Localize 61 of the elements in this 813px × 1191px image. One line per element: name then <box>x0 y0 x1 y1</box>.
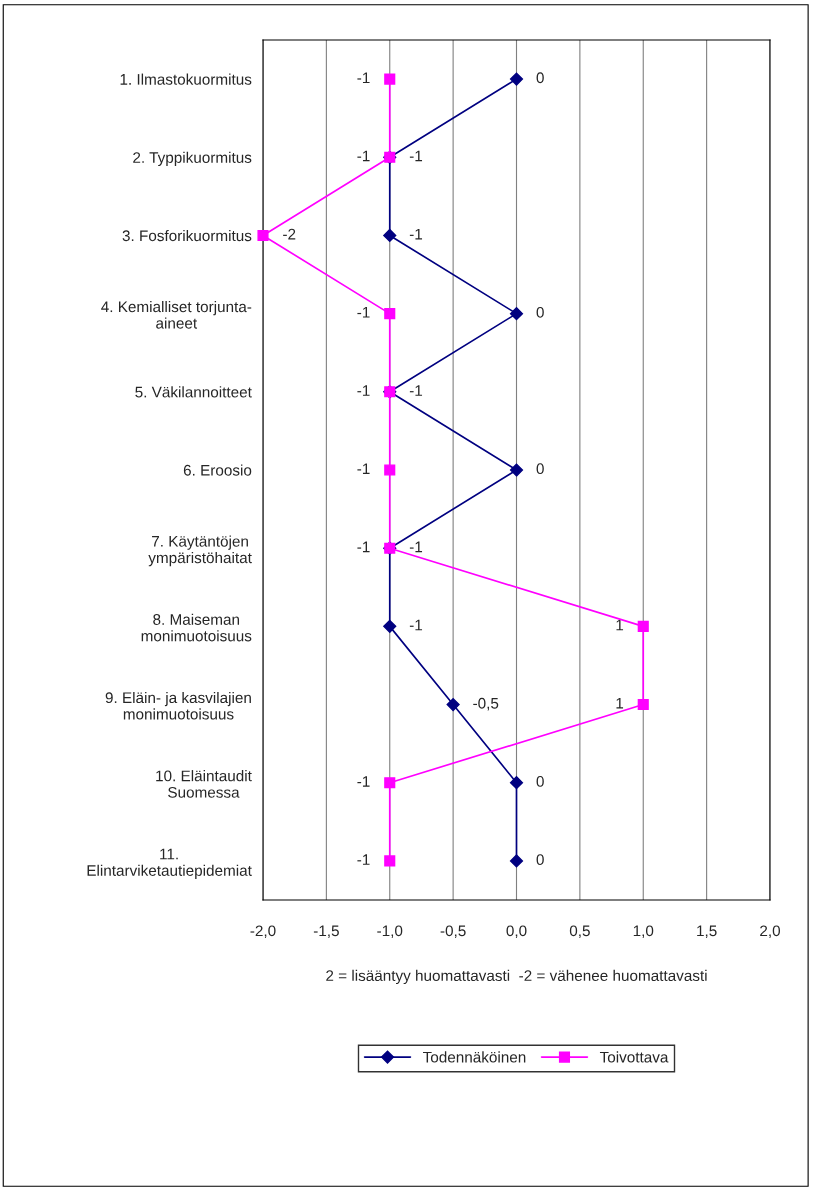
point <box>509 854 524 868</box>
data-label: -1 <box>409 228 423 240</box>
x-axis-title: 2 = lisääntyy huomattavasti -2 = vähenee huomattavasti <box>326 969 707 985</box>
data-label: 0 <box>536 776 544 787</box>
point <box>509 307 524 321</box>
point <box>509 463 524 477</box>
point <box>257 229 269 242</box>
point <box>637 698 649 711</box>
y-tick-label: 2. Typpikuormitus <box>133 151 252 166</box>
y-tick-label: 4. Kemialliset torjunta- aineet <box>101 300 252 329</box>
data-label: 0 <box>536 854 544 866</box>
data-label: -1 <box>357 541 370 553</box>
data-label: 1 <box>616 619 624 631</box>
data-label: -1 <box>357 150 370 162</box>
x-tick-label: 1,0 <box>633 925 654 939</box>
data-label: -1 <box>357 385 370 396</box>
y-tick-label: 1. Ilmastokuormitus <box>120 73 252 85</box>
data-label: -1 <box>409 619 423 631</box>
data-label: -1 <box>409 150 423 162</box>
point <box>509 72 524 86</box>
data-label: -1 <box>357 463 370 474</box>
data-label: 1 <box>616 697 624 709</box>
data-label: -1 <box>357 776 370 787</box>
legend-label: Todennäköinen <box>423 1051 526 1063</box>
y-tick-label: 5. Väkilannoitteet <box>135 386 252 398</box>
x-tick-label: 0,0 <box>506 925 527 939</box>
point <box>383 228 397 243</box>
y-tick-label: 6. Eroosio <box>183 464 252 476</box>
x-tick-label: -1,5 <box>313 925 339 939</box>
point <box>384 73 396 85</box>
y-tick-label: 10. Eläintaudit Suomessa <box>156 770 252 798</box>
x-tick-label: -1,0 <box>377 925 403 939</box>
y-tick-label: 7. Käytäntöjen ympäristöhaitat <box>148 535 252 567</box>
y-tick-label: 9. Eläin- ja kasvilajien monimuotoisuus <box>105 691 251 720</box>
data-label: -0,5 <box>473 697 499 711</box>
data-label: -1 <box>357 854 370 865</box>
point <box>383 619 397 633</box>
data-label: 0 <box>536 463 544 475</box>
point <box>637 620 649 632</box>
data-label: 0 <box>536 72 544 84</box>
x-tick-label: -2,0 <box>250 925 276 939</box>
x-tick-label: 1,5 <box>697 925 717 939</box>
y-tick-label: 8. Maiseman monimuotoisuus <box>141 613 252 642</box>
data-label: -2 <box>283 228 296 240</box>
x-tick-label: 2,0 <box>760 925 781 939</box>
point <box>384 308 396 320</box>
data-label: -1 <box>357 307 370 318</box>
point <box>384 777 396 789</box>
y-tick-label: 3. Fosforikuormitus <box>122 229 252 242</box>
point <box>384 855 396 867</box>
data-label: -1 <box>409 385 423 396</box>
x-tick-label: 0,5 <box>569 925 590 939</box>
data-label: -1 <box>409 541 423 553</box>
point <box>384 464 396 476</box>
point <box>446 697 460 712</box>
data-label: -1 <box>357 72 370 84</box>
y-tick-label: 11. Elintarviketautiepidemiat <box>87 848 252 879</box>
legend-label: Toivottava <box>599 1051 669 1063</box>
x-tick-label: -0,5 <box>440 925 466 939</box>
point <box>509 776 524 790</box>
data-label: 0 <box>536 306 544 318</box>
